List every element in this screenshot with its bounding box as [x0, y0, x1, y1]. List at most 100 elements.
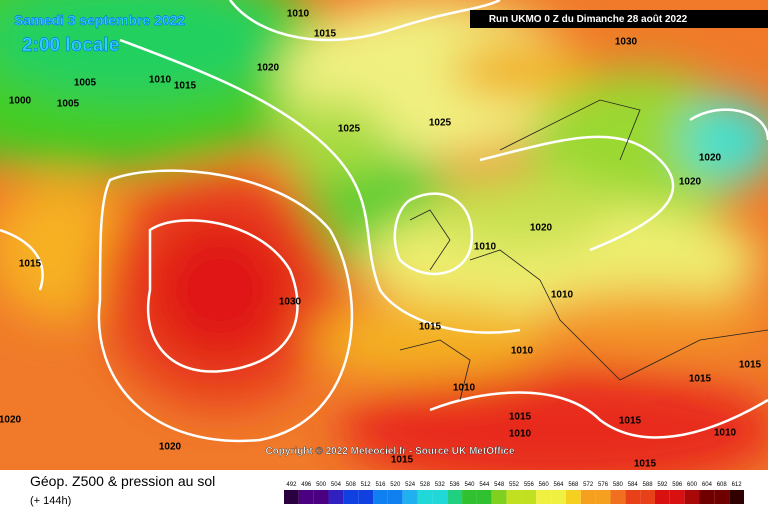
legend-label: 564 [554, 482, 565, 488]
legend-swatch [595, 490, 611, 504]
legend-swatch [669, 490, 685, 504]
isobar-label: 1020 [679, 177, 702, 188]
legend-label: 500 [316, 482, 327, 488]
legend-label: 528 [420, 482, 431, 488]
legend-swatch [298, 490, 314, 504]
legend-swatch [373, 490, 388, 504]
copyright: Copyright © 2022 Meteociel.fr - Source U… [265, 446, 515, 457]
isobar-label: 1015 [689, 374, 712, 385]
run-info: Run UKMO 0 Z du Dimanche 28 août 2022 [489, 14, 688, 25]
isobar-label: 1015 [19, 259, 42, 270]
legend-swatch [402, 490, 418, 504]
isobar-labels: 1010101510201005100510001010101510251025… [0, 9, 762, 470]
isobar-label: 1025 [429, 118, 452, 129]
legend-swatch [343, 490, 359, 504]
valid-date: Samedi 3 septembre 2022 [14, 12, 185, 28]
isobar-label: 1005 [74, 78, 97, 89]
legend-swatch [358, 490, 374, 504]
legend-swatch [432, 490, 448, 504]
isobar-label: 1010 [551, 290, 574, 301]
legend-label: 584 [628, 482, 639, 488]
isobar-label: 1010 [714, 428, 737, 439]
legend-label: 532 [435, 482, 446, 488]
isobar-label: 1020 [257, 63, 280, 74]
isobar-label: 1010 [509, 429, 532, 440]
legend-swatch [521, 490, 537, 504]
isobar-label: 1000 [9, 96, 32, 107]
legend-swatch [491, 490, 507, 504]
isobar-label: 1015 [619, 416, 642, 427]
isobar-label: 1015 [509, 412, 532, 423]
isobar-label: 1015 [391, 455, 414, 466]
isobar-label: 1030 [615, 37, 638, 48]
legend-swatch [506, 490, 522, 504]
legend-label: 536 [450, 482, 461, 488]
legend-label: 492 [286, 482, 297, 488]
legend-swatch [462, 490, 477, 504]
legend-swatch [536, 490, 552, 504]
legend-label: 592 [657, 482, 668, 488]
legend-label: 544 [479, 482, 490, 488]
legend-swatch [328, 490, 344, 504]
legend-label: 588 [643, 482, 654, 488]
isobar-label: 1030 [279, 297, 302, 308]
isobar-label: 1015 [314, 29, 337, 40]
isobar-label: 1015 [174, 81, 197, 92]
legend-swatch [565, 490, 581, 504]
isobar-label: 1020 [159, 442, 182, 453]
isobar-label: 1010 [511, 346, 534, 357]
legend-swatch [387, 490, 403, 504]
valid-time: 2:00 locale [22, 35, 119, 56]
isobar-label: 1015 [419, 322, 442, 333]
legend-label: 504 [331, 482, 342, 488]
legend-label: 552 [509, 482, 520, 488]
isobar-label: 1020 [530, 223, 553, 234]
legend-label: 548 [494, 482, 505, 488]
legend-swatch [551, 490, 566, 504]
isobars [0, 0, 768, 443]
legend-swatch [417, 490, 433, 504]
legend-label: 604 [702, 482, 713, 488]
isobar-label: 1010 [149, 75, 172, 86]
legend-swatch [447, 490, 463, 504]
legend-label: 612 [732, 482, 743, 488]
isobar-label: 1025 [338, 124, 361, 135]
legend-swatch [313, 490, 329, 504]
legend-label: 496 [301, 482, 312, 488]
legend-label: 524 [405, 482, 416, 488]
legend-swatch [729, 490, 744, 504]
legend-swatch [476, 490, 492, 504]
isobar-label: 1020 [699, 153, 722, 164]
footer-lead: (+ 144h) [30, 495, 71, 507]
isobar-label: 1005 [57, 99, 80, 110]
isobar-label: 1020 [0, 415, 22, 426]
isobar-label: 1010 [453, 383, 476, 394]
isobar-label: 1015 [739, 360, 762, 371]
isobar-label: 1010 [474, 242, 497, 253]
legend-label: 596 [672, 482, 683, 488]
legend-label: 508 [346, 482, 357, 488]
legend-label: 516 [375, 482, 386, 488]
footer-title: Géop. Z500 & pression au sol [30, 473, 215, 489]
legend-label: 608 [717, 482, 728, 488]
legend-swatch [610, 490, 626, 504]
legend-swatch [654, 490, 670, 504]
legend-label: 560 [539, 482, 550, 488]
legend-label: 512 [361, 482, 372, 488]
legend-swatch [684, 490, 700, 504]
legend-label: 556 [524, 482, 535, 488]
color-legend: 492 496 500 504 508 512 516 520 524 528 532 536 540 5… [284, 482, 744, 504]
legend-swatch [580, 490, 596, 504]
run-banner [470, 10, 768, 28]
legend-label: 576 [598, 482, 609, 488]
legend-label: 572 [583, 482, 594, 488]
legend-swatch [284, 490, 299, 504]
legend-label: 540 [464, 482, 475, 488]
legend-swatch [625, 490, 641, 504]
map-field [0, 0, 768, 470]
legend-label: 580 [613, 482, 624, 488]
legend-label: 568 [568, 482, 579, 488]
legend-swatch [699, 490, 715, 504]
isobar-label: 1010 [287, 9, 310, 20]
